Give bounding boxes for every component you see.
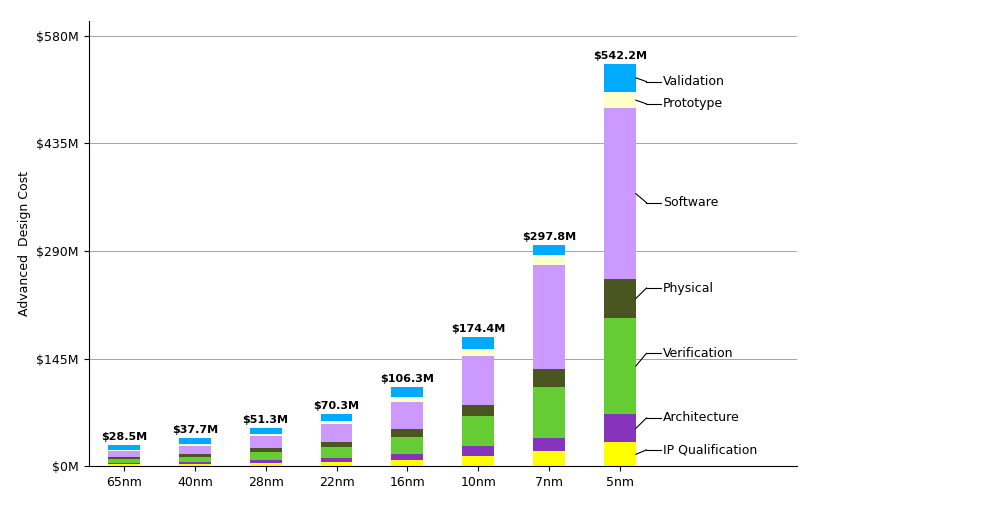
Text: $542.2M: $542.2M	[593, 51, 646, 61]
Bar	[604, 318, 636, 414]
Bar	[250, 436, 281, 449]
Bar	[392, 429, 423, 437]
Text: $70.3M: $70.3M	[314, 401, 359, 411]
Text: $51.3M: $51.3M	[243, 415, 288, 425]
Bar	[462, 356, 494, 405]
Bar	[108, 464, 140, 466]
Bar	[179, 464, 211, 466]
Bar	[462, 349, 494, 356]
Bar	[533, 438, 565, 451]
Bar	[462, 337, 494, 349]
Y-axis label: Advanced  Design Cost: Advanced Design Cost	[18, 171, 31, 316]
Bar	[321, 424, 352, 442]
Bar	[533, 265, 565, 369]
Bar	[604, 92, 636, 108]
Bar	[392, 461, 423, 466]
Bar	[108, 451, 140, 457]
Text: $106.3M: $106.3M	[381, 375, 434, 384]
Bar	[179, 438, 211, 444]
Text: Verification: Verification	[663, 347, 733, 360]
Bar	[533, 369, 565, 387]
Bar	[250, 460, 281, 463]
Bar	[392, 397, 423, 402]
Bar	[179, 462, 211, 464]
Text: Prototype: Prototype	[663, 97, 723, 110]
Text: $37.7M: $37.7M	[172, 425, 217, 435]
Bar	[462, 456, 494, 466]
Bar	[604, 442, 636, 466]
Bar	[533, 255, 565, 265]
Bar	[108, 459, 140, 463]
Bar	[250, 452, 281, 460]
Bar	[604, 64, 636, 92]
Bar	[392, 402, 423, 429]
Bar	[179, 445, 211, 454]
Bar	[321, 447, 352, 458]
Bar	[108, 463, 140, 464]
Text: Architecture: Architecture	[663, 411, 740, 424]
Bar	[250, 463, 281, 466]
Bar	[108, 457, 140, 459]
Bar	[533, 245, 565, 255]
Text: $297.8M: $297.8M	[522, 232, 577, 242]
Bar	[250, 434, 281, 436]
Bar	[321, 414, 352, 422]
Bar	[392, 387, 423, 397]
Bar	[533, 387, 565, 438]
Bar	[604, 414, 636, 442]
Bar	[179, 454, 211, 457]
Bar	[604, 108, 636, 279]
Bar	[321, 462, 352, 466]
Bar	[462, 416, 494, 446]
Text: $28.5M: $28.5M	[101, 432, 147, 442]
Bar	[108, 450, 140, 451]
Text: Physical: Physical	[663, 281, 713, 295]
Bar	[321, 442, 352, 447]
Bar	[392, 437, 423, 454]
Bar	[533, 451, 565, 466]
Bar	[462, 405, 494, 416]
Bar	[108, 445, 140, 450]
Bar	[392, 454, 423, 461]
Text: $174.4M: $174.4M	[451, 324, 506, 334]
Bar	[604, 279, 636, 318]
Bar	[179, 444, 211, 445]
Bar	[321, 422, 352, 424]
Text: Validation: Validation	[663, 75, 724, 88]
Bar	[462, 446, 494, 456]
Bar	[321, 458, 352, 462]
Bar	[250, 428, 281, 434]
Text: Software: Software	[663, 196, 718, 209]
Text: IP Qualification: IP Qualification	[663, 443, 757, 456]
Bar	[250, 449, 281, 452]
Bar	[179, 457, 211, 462]
